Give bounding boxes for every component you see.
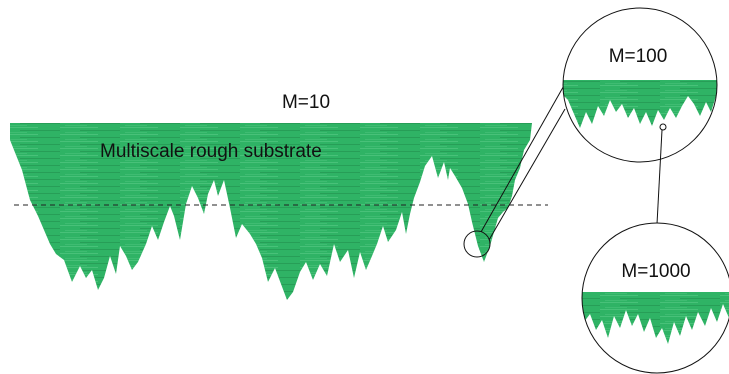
substrate-profile (10, 123, 532, 300)
zoom-connector-1-upper (480, 81, 567, 233)
zoom1-scale-label: M=100 (609, 46, 668, 67)
zoom1-border (562, 7, 718, 163)
zoom-view-m1000 (581, 222, 729, 374)
zoom-connector-1-lower (488, 108, 566, 241)
zoom-region-circle-main (463, 230, 491, 258)
substrate-label: Multiscale rough substrate (100, 141, 322, 162)
zoom2-scale-label: M=1000 (621, 261, 690, 282)
zoom-view-m100 (562, 7, 718, 163)
zoom1-substrate-profile (563, 80, 717, 128)
main-scale-label: M=10 (282, 92, 330, 113)
main-substrate (10, 123, 548, 300)
zoom-connector-2 (656, 129, 663, 225)
zoom2-border (581, 222, 729, 374)
zoom2-substrate-profile (582, 292, 729, 344)
zoom-region-circle-m100 (659, 123, 667, 131)
